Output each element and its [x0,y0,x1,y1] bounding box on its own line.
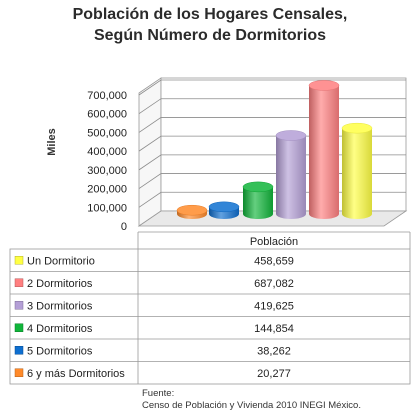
y-tick-label: 100,000 [87,202,127,214]
bar-1 [341,122,373,219]
bar-3 [275,130,307,219]
y-tick-label: 400,000 [87,146,127,158]
bar-body [309,85,339,219]
series-name: Un Dormitorio [27,255,95,267]
bar-top [176,204,208,216]
chart-subtitle: Según Número de Dormitorios [93,27,327,44]
series-name: 5 Dormitorios [27,345,93,357]
y-tick-label: 200,000 [87,184,127,196]
chart-side-wall [138,77,162,227]
bar-6 [176,204,208,219]
series-name: 4 Dormitorios [27,323,93,335]
data-label: 38,262 [257,345,291,357]
table-row: 3 Dormitorios 419,625 [14,300,294,312]
legend-swatch [14,368,24,377]
y-axis-title: Miles [46,128,58,156]
data-label: 419,625 [254,300,294,312]
series-name: 6 y más Dormitorios [27,368,125,380]
legend-swatch [14,346,24,355]
series-name: 2 Dormitorios [27,278,93,290]
legend-swatch [14,256,24,265]
bar-top [242,181,274,193]
legend-swatch [14,278,24,287]
data-label: 20,277 [257,368,291,380]
series-name: 3 Dormitorios [27,300,93,312]
data-label: 458,659 [254,255,294,267]
legend-swatch [14,323,24,332]
table-row: Un Dormitorio 458,659 [14,255,294,267]
chart-title-line1: Población de los Hogares Censales, [72,6,348,23]
bar-body [243,186,273,219]
y-tick-label: 0 [121,221,127,233]
chart-title: Población de los Hogares Censales, Según… [0,4,420,46]
y-tick-label: 700,000 [87,90,127,102]
legend-swatch [14,301,24,310]
table-row: 5 Dormitorios 38,262 [14,345,291,357]
bar-top [275,130,307,141]
table-row: 6 y más Dormitorios 20,277 [14,368,291,380]
gridline [138,79,406,96]
bar-2 [308,80,340,219]
table-row: 4 Dormitorios 144,854 [14,323,294,335]
x-category-label: Población [250,236,298,248]
bar-top [308,80,340,91]
table-row: 2 Dormitorios 687,082 [14,278,294,290]
data-label: 687,082 [254,278,294,290]
bar-top [208,201,240,213]
bar-body [276,135,306,219]
bar-top [341,122,373,134]
bar-body [342,128,372,219]
source-label: Fuente: [142,388,175,399]
source-note: Fuente: Censo de Población y Vivienda 20… [142,388,361,412]
y-tick-label: 500,000 [87,127,127,139]
y-tick-label: 600,000 [87,109,127,121]
y-tick-label: 300,000 [87,165,127,177]
data-label: 144,854 [254,323,294,335]
data-table: Población Un Dormitorio 458,659 2 Dormitori… [9,231,411,385]
bar-5 [208,201,240,219]
bar-4 [242,181,274,219]
source-text: Censo de Población y Vivienda 2010 INEGI… [142,400,361,411]
